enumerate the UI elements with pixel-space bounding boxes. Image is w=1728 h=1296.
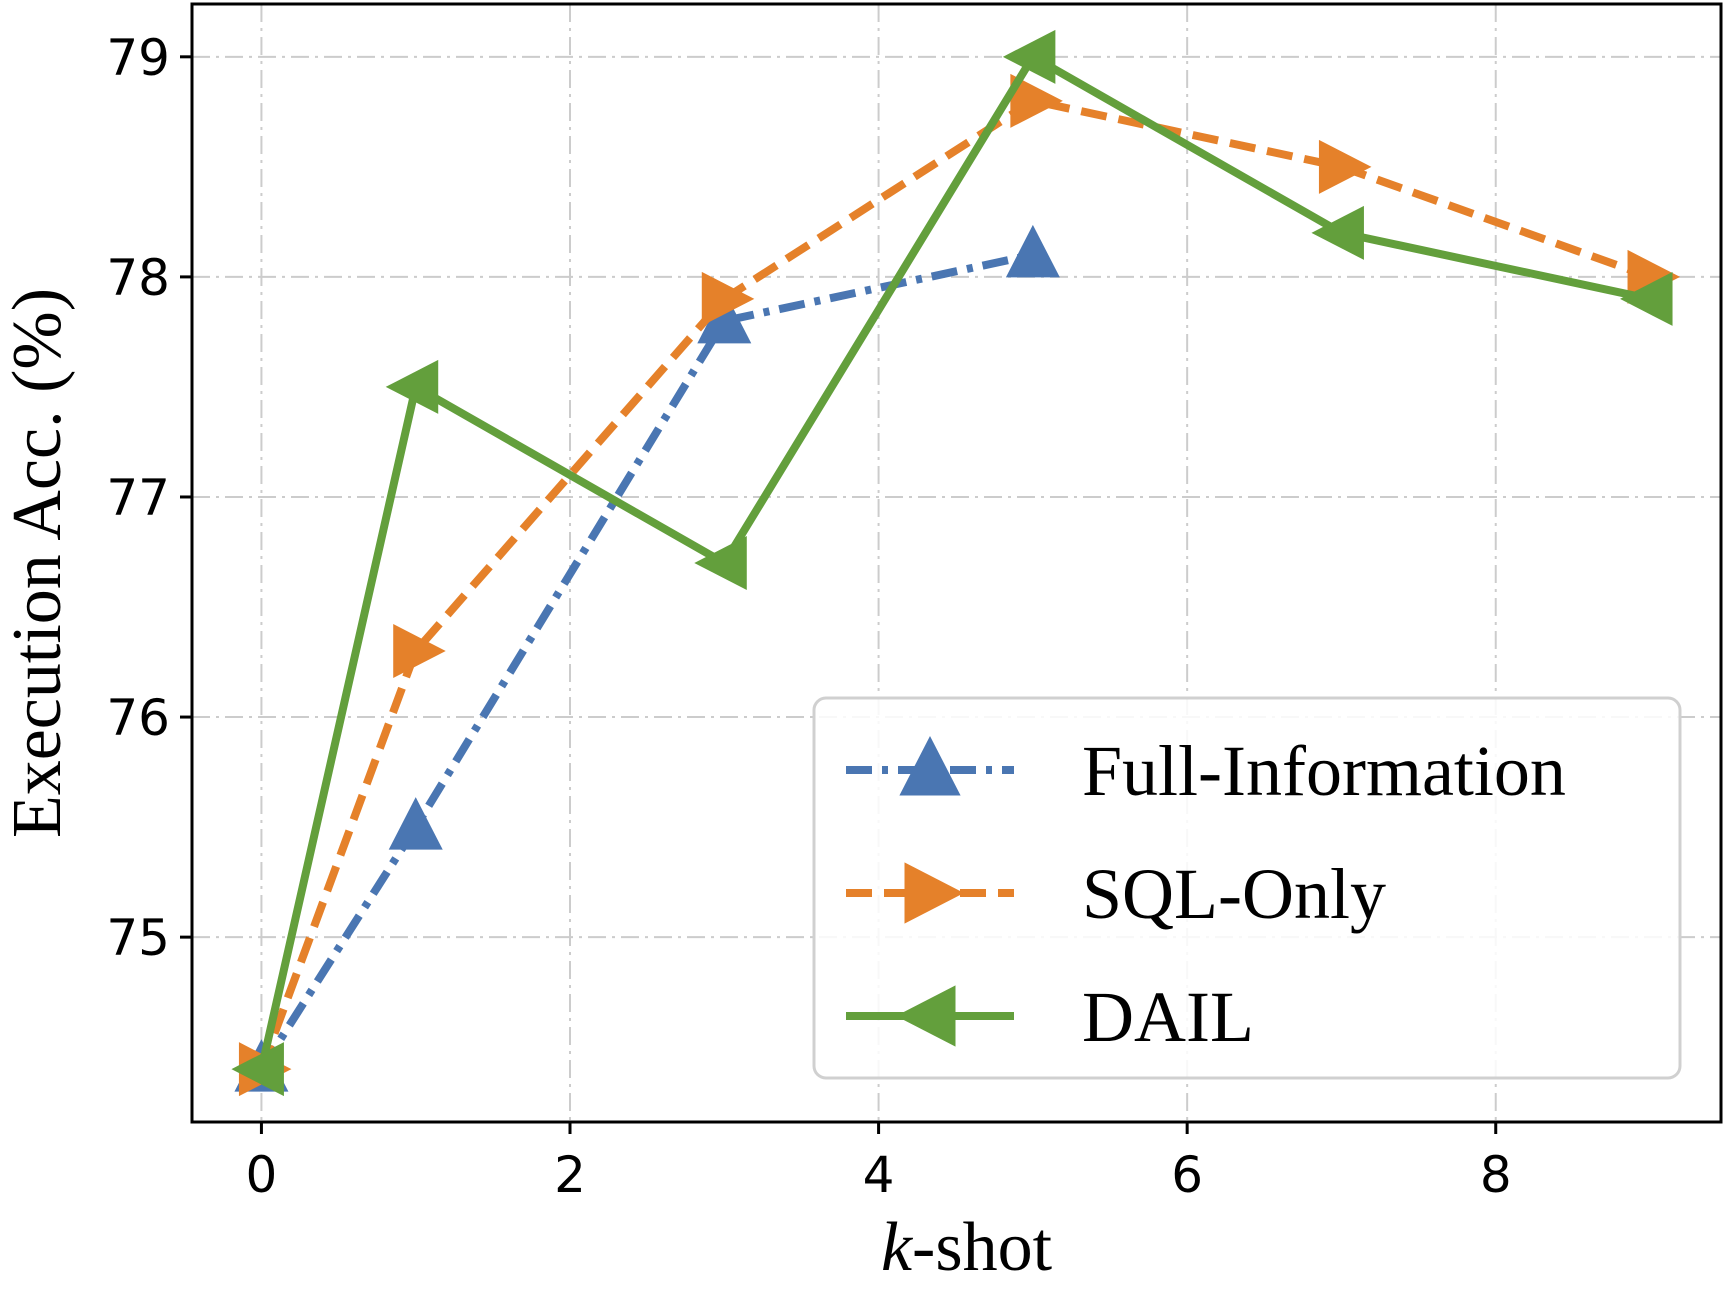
y-tick-label: 78 [106, 249, 170, 307]
y-tick-label: 76 [106, 689, 170, 747]
data-point-marker [1010, 73, 1063, 128]
series-dail [231, 29, 1673, 1097]
data-point-marker [1318, 139, 1372, 194]
data-point-marker [388, 797, 443, 850]
legend-marker [896, 985, 956, 1047]
legend-item: SQL-Only [846, 854, 1386, 934]
data-point-marker [231, 1042, 284, 1097]
x-tick-label: 4 [863, 1146, 895, 1204]
x-axis-title: k-shot [881, 1209, 1053, 1286]
y-tick-label: 75 [106, 909, 170, 967]
ticks: 0 2 4 6 8 75 76 77 78 79 [106, 29, 1511, 1204]
data-point-marker [694, 536, 747, 590]
y-tick-label: 79 [106, 29, 170, 87]
series-line [257, 51, 1651, 1071]
legend-label: DAIL [1082, 977, 1254, 1057]
legend: Full-Information SQL-Only DAIL [812, 696, 1682, 1080]
x-tick-label: 6 [1171, 1146, 1203, 1204]
series-line [258, 250, 1034, 1072]
legend-item: DAIL [846, 977, 1254, 1057]
legend-label: SQL-Only [1082, 854, 1386, 934]
x-tick-label: 0 [246, 1146, 278, 1204]
x-axis-title-italic: k [881, 1209, 914, 1286]
data-point-marker [1005, 224, 1060, 278]
data-point-marker [701, 271, 755, 326]
data-point-marker [385, 359, 439, 414]
legend-marker [899, 736, 961, 796]
legend-marker [904, 862, 964, 924]
legend-label: Full-Information [1082, 731, 1566, 811]
series-line [257, 96, 1652, 1071]
legend-item: Full-Information [846, 731, 1566, 811]
data-point-marker [1311, 205, 1364, 260]
y-tick-label: 77 [106, 469, 170, 527]
data-point-marker [697, 290, 752, 344]
x-tick-label: 8 [1480, 1146, 1512, 1204]
plot-frame [190, 2, 1723, 1124]
y-axis-title: Execution Acc. (%) [0, 288, 76, 838]
data-point-marker [393, 624, 446, 679]
series-layer [231, 29, 1681, 1097]
data-point-marker [1620, 271, 1673, 326]
x-axis-title-rest: -shot [912, 1209, 1053, 1286]
data-point-marker [1002, 29, 1056, 84]
legend-box [812, 696, 1682, 1080]
x-tick-label: 2 [554, 1146, 586, 1204]
series-sql-only [238, 73, 1681, 1097]
